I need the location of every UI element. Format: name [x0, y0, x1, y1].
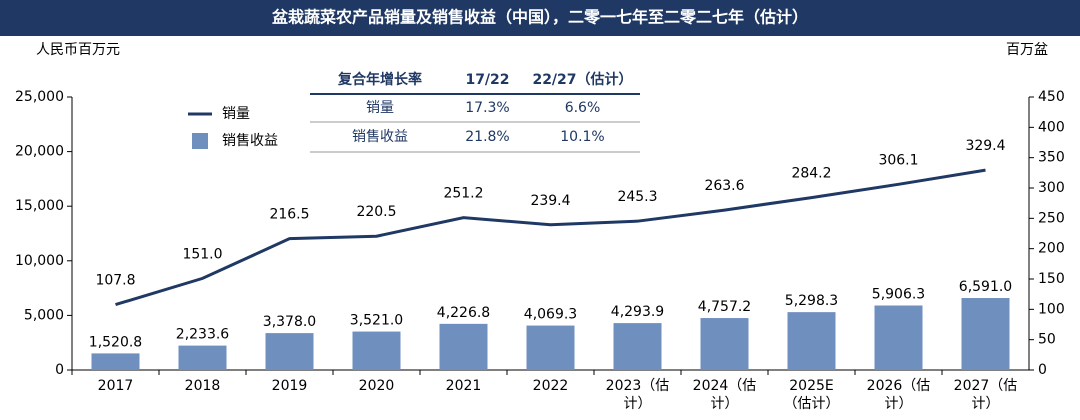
y2-tick-label: 300: [1038, 180, 1065, 196]
line-value-label: 151.0: [182, 246, 222, 262]
x-tick-label: 2018: [184, 378, 221, 394]
bar: [526, 325, 575, 370]
x-tick-label: 2019: [271, 378, 308, 394]
line: [115, 168, 986, 307]
bar-value-label: 3,378.0: [263, 314, 316, 330]
y-tick-label: 25,000: [15, 89, 64, 105]
line-value-label: 263.6: [704, 178, 744, 194]
table-cell: 销售收益: [352, 129, 408, 145]
bar: [91, 353, 140, 370]
chart-title: 盆栽蔬菜农产品销量及销售收益（中国），二零一七年至二零二七年（估计）: [271, 8, 808, 27]
table-header: 22/27（估计）: [532, 71, 632, 88]
line-value-label: 107.8: [95, 273, 135, 289]
y2-tick-label: 350: [1038, 150, 1065, 166]
y2-tick-label: 150: [1038, 271, 1065, 287]
bar: [613, 323, 662, 370]
line-value-label: 329.4: [965, 138, 1005, 154]
bar: [352, 331, 401, 370]
bar-value-label: 4,293.9: [611, 304, 664, 320]
bar-value-label: 1,520.8: [89, 334, 142, 350]
bar-value-label: 6,591.0: [959, 279, 1012, 295]
x-tick-label: 2026（估计）: [866, 378, 931, 412]
x-tick-label: 2024（估计）: [692, 378, 757, 412]
x-tick-label: 2021: [445, 378, 482, 394]
table-cell: 10.1%: [560, 129, 604, 145]
x-tick-label: 2017: [97, 378, 134, 394]
y-tick-label: 20,000: [15, 144, 64, 160]
bar-value-label: 4,069.3: [524, 307, 577, 323]
table-header: 复合年增长率: [337, 71, 422, 88]
bar-value-label: 3,521.0: [350, 313, 403, 329]
table-cell: 6.6%: [565, 100, 601, 116]
y2-tick-label: 50: [1038, 332, 1056, 348]
y2-tick-label: 100: [1038, 301, 1065, 317]
y2-tick-label: 0: [1038, 362, 1047, 378]
x-tick-label: 2023（估计）: [605, 378, 670, 412]
y2-axis-label: 百万盆: [1006, 42, 1048, 58]
table-cell: 17.3%: [465, 100, 509, 116]
y2-tick-label: 400: [1038, 119, 1065, 135]
legend-label: 销售收益: [222, 133, 278, 149]
table-cell: 销量: [366, 100, 394, 116]
x-tick-label: 2027（估计）: [953, 378, 1018, 412]
y-tick-label: 10,000: [15, 253, 64, 269]
bar-value-label: 5,298.3: [785, 293, 838, 309]
y-tick-label: 5,000: [24, 307, 64, 323]
line-value-label: 239.4: [530, 193, 570, 209]
bar: [265, 333, 314, 370]
line-value-label: 220.5: [356, 204, 396, 220]
y-tick-label: 0: [55, 362, 64, 378]
x-tick-label: 2020: [358, 378, 395, 394]
table-cell: 21.8%: [465, 129, 509, 145]
y2-tick-label: 250: [1038, 210, 1065, 226]
bar-value-label: 4,226.8: [437, 305, 490, 321]
bar: [700, 318, 749, 370]
bar: [874, 305, 923, 370]
table-header: 17/22: [465, 72, 509, 88]
bar-value-label: 5,906.3: [872, 287, 925, 303]
line-value-label: 245.3: [617, 189, 657, 205]
bar: [439, 323, 488, 370]
x-tick-label: 2025E（估计）: [783, 378, 840, 412]
bar-value-label: 2,233.6: [176, 327, 230, 343]
bar: [178, 345, 227, 370]
bar-value-label: 4,757.2: [698, 299, 751, 315]
line-value-label: 216.5: [269, 207, 309, 223]
legend-label: 销量: [222, 106, 250, 122]
y-axis-label: 人民币百万元: [36, 42, 120, 58]
legend-swatch: [192, 133, 208, 149]
x-tick-label: 2022: [532, 378, 569, 394]
bar: [961, 298, 1010, 370]
line-value-label: 306.1: [878, 152, 918, 168]
y2-tick-label: 200: [1038, 241, 1065, 257]
line-value-label: 284.2: [791, 166, 831, 182]
title-bar: [0, 0, 1080, 36]
bar: [787, 312, 836, 370]
y2-tick-label: 450: [1038, 89, 1065, 105]
y-tick-label: 15,000: [15, 198, 64, 214]
line-value-label: 251.2: [443, 186, 483, 202]
